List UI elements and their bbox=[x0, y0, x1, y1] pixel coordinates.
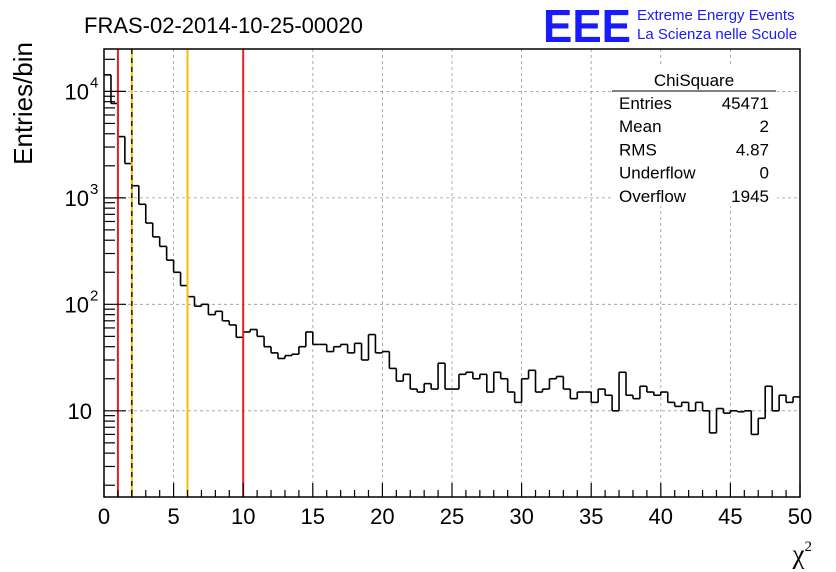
stats-label: Underflow bbox=[619, 164, 696, 183]
y-tick-label-exponent: 4 bbox=[90, 74, 98, 91]
stats-label: Mean bbox=[619, 117, 662, 136]
y-tick-label: 10 bbox=[68, 399, 92, 424]
histogram-series bbox=[104, 74, 800, 436]
y-tick-label: 10 bbox=[65, 186, 89, 211]
logo-line-2: La Scienza nelle Scuole bbox=[637, 26, 797, 43]
marker-lines bbox=[116, 49, 245, 497]
stats-value: 2 bbox=[760, 117, 769, 136]
eee-logo: EEE Extreme Energy Events La Scienza nel… bbox=[543, 0, 797, 52]
x-tick-label: 5 bbox=[167, 504, 179, 529]
x-tick-label: 20 bbox=[370, 504, 394, 529]
stats-value: 4.87 bbox=[736, 140, 769, 159]
stats-rows: Entries 45471 Mean 2 RMS 4.87 Underflow 0 Overfl… bbox=[619, 94, 769, 206]
y-tick-label-exponent: 3 bbox=[90, 181, 98, 198]
x-tick-label: 50 bbox=[788, 504, 812, 529]
x-axis-label: χ2 bbox=[792, 539, 812, 569]
y-tick-label-exponent: 2 bbox=[90, 287, 98, 304]
x-tick-label: 30 bbox=[509, 504, 533, 529]
stats-value: 0 bbox=[760, 164, 769, 183]
y-axis-label: Entries/bin bbox=[8, 42, 38, 165]
x-tick-label: 25 bbox=[440, 504, 464, 529]
stats-label: RMS bbox=[619, 140, 657, 159]
x-tick-label: 15 bbox=[301, 504, 325, 529]
stats-box-background bbox=[612, 66, 777, 206]
axis-ticks bbox=[103, 58, 801, 497]
x-tick-labels: 0 5 10 15 20 25 30 35 40 45 50 bbox=[98, 504, 812, 529]
stats-label: Overflow bbox=[619, 187, 687, 206]
stats-box: ChiSquare Entries 45471 Mean 2 RMS 4.87 Underf… bbox=[612, 66, 777, 206]
stats-title: ChiSquare bbox=[654, 71, 734, 90]
x-tick-label: 45 bbox=[718, 504, 742, 529]
chart-title: FRAS-02-2014-10-25-00020 bbox=[84, 13, 363, 38]
x-tick-label: 10 bbox=[231, 504, 255, 529]
x-tick-label: 35 bbox=[579, 504, 603, 529]
x-tick-label: 0 bbox=[98, 504, 110, 529]
y-tick-label: 10 bbox=[65, 292, 89, 317]
stats-value: 45471 bbox=[722, 94, 769, 113]
logo-eee-text: EEE bbox=[543, 0, 631, 52]
y-tick-label: 10 bbox=[65, 79, 89, 104]
x-tick-label: 40 bbox=[649, 504, 673, 529]
stats-label: Entries bbox=[619, 94, 672, 113]
stats-value: 1945 bbox=[731, 187, 769, 206]
logo-line-1: Extreme Energy Events bbox=[637, 7, 795, 24]
